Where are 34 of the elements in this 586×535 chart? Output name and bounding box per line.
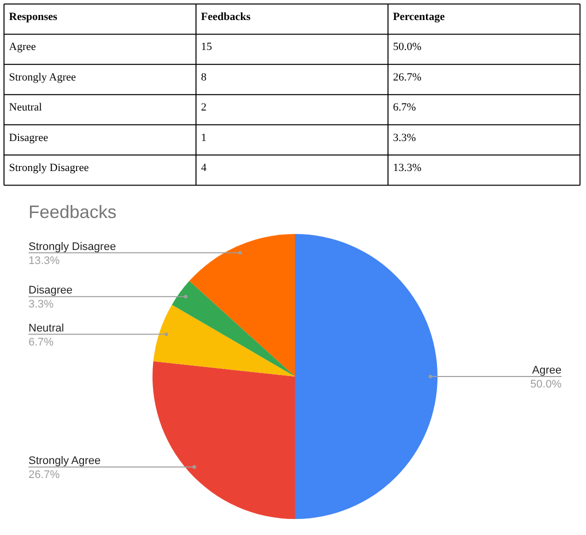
category-label: Neutral bbox=[9, 102, 42, 114]
data-label: 1 bbox=[201, 132, 206, 144]
data-label: 2 bbox=[201, 102, 206, 114]
slice-label: Neutral bbox=[28, 322, 64, 334]
category-label: Strongly Agree bbox=[9, 71, 76, 84]
category-label: Disagree bbox=[9, 132, 48, 144]
pie-slice bbox=[172, 280, 295, 376]
data-label: 13.3% bbox=[393, 162, 422, 174]
text: Percentage bbox=[393, 11, 445, 23]
slice-label: Disagree bbox=[28, 284, 73, 297]
data-label: 15 bbox=[201, 41, 212, 54]
chart-title: Feedbacks bbox=[28, 202, 117, 222]
slice-label: Strongly Agree bbox=[28, 454, 101, 467]
category-label: Strongly Disagree bbox=[9, 162, 89, 174]
pie-slice bbox=[153, 304, 295, 376]
data-label: 4 bbox=[201, 162, 207, 174]
data-label: 6.7% bbox=[28, 336, 54, 348]
slice-label: Strongly Disagree bbox=[28, 240, 116, 253]
category-label: Agree bbox=[9, 41, 36, 54]
text: Responses bbox=[9, 11, 58, 23]
pie-slice bbox=[295, 234, 438, 519]
slice-label: Agree bbox=[532, 364, 562, 376]
data-label: 13.3% bbox=[28, 254, 60, 267]
pie-slice bbox=[152, 361, 295, 519]
data-label: 3.3% bbox=[28, 298, 54, 311]
data-label: 26.7% bbox=[28, 468, 60, 481]
data-label: 50.0% bbox=[393, 41, 422, 54]
text: Feedbacks bbox=[201, 11, 252, 23]
data-label: 50.0% bbox=[530, 378, 562, 390]
pie-slice bbox=[189, 234, 295, 376]
data-label: 26.7% bbox=[393, 71, 422, 84]
data-label: 3.3% bbox=[393, 132, 416, 144]
data-label: 6.7% bbox=[393, 102, 416, 114]
data-label: 8 bbox=[201, 71, 207, 84]
